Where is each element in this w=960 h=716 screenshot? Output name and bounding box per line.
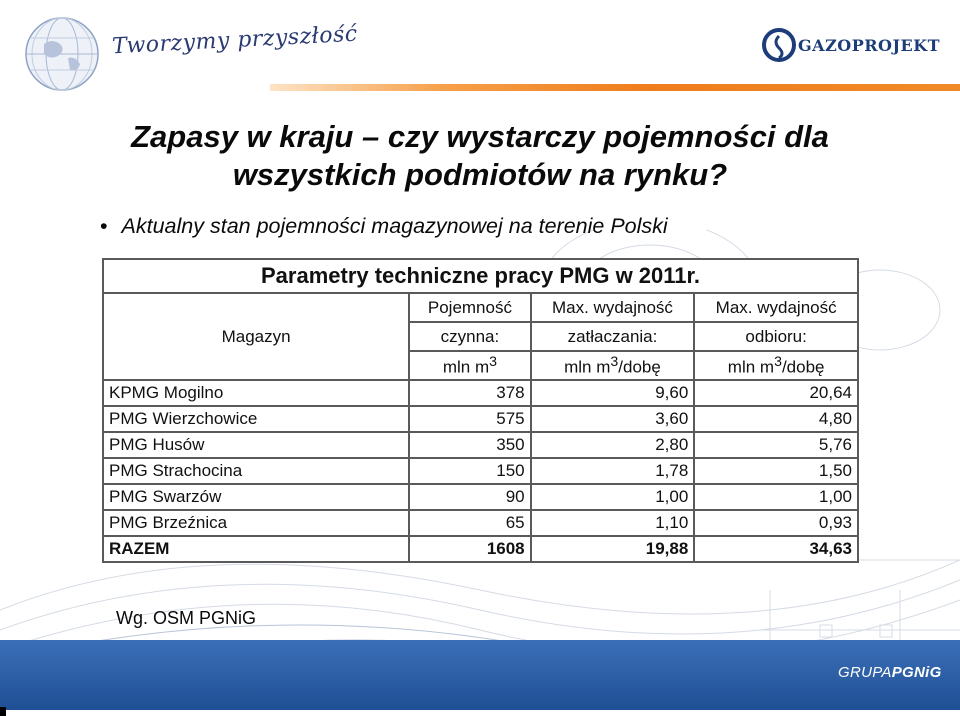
footer-blue-band	[0, 640, 960, 710]
header-capacity-unit: mln m3	[408, 350, 532, 381]
bullet-point: • Aktualny stan pojemności magazynowej na…	[100, 214, 668, 239]
row-capacity: 90	[408, 483, 532, 511]
header-orange-rule	[270, 84, 960, 91]
row-withdrawal: 0,93	[693, 509, 859, 537]
total-injection: 19,88	[529, 535, 696, 563]
total-capacity: 1608	[408, 535, 532, 563]
table-total-row: RAZEM 1608 19,88 34,63	[101, 535, 859, 563]
row-withdrawal: 5,76	[693, 431, 859, 459]
row-name: PMG Husów	[101, 431, 411, 459]
table-row: PMG Husów 350 2,80 5,76	[101, 431, 859, 459]
row-injection: 2,80	[529, 431, 696, 459]
row-name: KPMG Mogilno	[101, 379, 411, 407]
gazoprojekt-logo-text: GAZOPROJEKT	[798, 35, 941, 55]
header-injection-line2: zatłaczania:	[529, 321, 696, 352]
grupa-text: GRUPA	[838, 664, 892, 681]
row-capacity: 65	[408, 509, 532, 537]
row-capacity: 575	[408, 405, 532, 433]
row-capacity: 150	[408, 457, 532, 485]
table-caption: Parametry techniczne pracy PMG w 2011r.	[102, 258, 859, 294]
total-withdrawal: 34,63	[693, 535, 859, 563]
table-row: KPMG Mogilno 378 9,60 20,64	[101, 379, 859, 407]
row-injection: 1,78	[529, 457, 696, 485]
corner-mark	[0, 707, 6, 716]
pmg-parameters-table: Parametry techniczne pracy PMG w 2011r. …	[101, 258, 859, 563]
slide-title: Zapasy w kraju – czy wystarczy pojemnośc…	[0, 118, 960, 194]
row-withdrawal: 20,64	[693, 379, 859, 407]
row-withdrawal: 4,80	[693, 405, 859, 433]
row-injection: 9,60	[529, 379, 696, 407]
header-injection-unit: mln m3/dobę	[529, 350, 696, 381]
row-withdrawal: 1,00	[693, 483, 859, 511]
row-name: PMG Strachocina	[101, 457, 411, 485]
header-capacity-line1: Pojemność	[408, 292, 532, 323]
row-injection: 1,00	[529, 483, 696, 511]
row-capacity: 350	[408, 431, 532, 459]
row-name: PMG Wierzchowice	[101, 405, 411, 433]
row-withdrawal: 1,50	[693, 457, 859, 485]
row-name: PMG Swarzów	[101, 483, 411, 511]
total-name: RAZEM	[101, 535, 411, 563]
slide-title-line-2: wszystkich podmiotów na rynku?	[232, 157, 728, 192]
header-magazyn: Magazyn	[101, 292, 411, 381]
header-injection-line1: Max. wydajność	[529, 292, 696, 323]
table-row: PMG Strachocina 150 1,78 1,50	[101, 457, 859, 485]
bullet-text: Aktualny stan pojemności magazynowej na …	[121, 214, 668, 238]
row-injection: 3,60	[529, 405, 696, 433]
table-row: PMG Wierzchowice 575 3,60 4,80	[101, 405, 859, 433]
table-row: PMG Brzeźnica 65 1,10 0,93	[101, 509, 859, 537]
header-withdrawal-unit: mln m3/dobę	[693, 350, 859, 381]
header-withdrawal-line1: Max. wydajność	[693, 292, 859, 323]
gazoprojekt-mark-icon	[762, 28, 796, 62]
header-withdrawal-line2: odbioru:	[693, 321, 859, 352]
row-capacity: 378	[408, 379, 532, 407]
table-row: PMG Swarzów 90 1,00 1,00	[101, 483, 859, 511]
row-name: PMG Brzeźnica	[101, 509, 411, 537]
source-note: Wg. OSM PGNiG	[116, 608, 257, 628]
row-injection: 1,10	[529, 509, 696, 537]
gazoprojekt-logo: GAZOPROJEKT	[762, 28, 940, 62]
pgnig-text: PGNiG	[891, 664, 942, 681]
bullet-dot-icon: •	[100, 214, 108, 238]
header-capacity-line2: czynna:	[408, 321, 532, 352]
signature-slogan: Tworzymy przyszłość	[111, 21, 359, 60]
slide-title-line-1: Zapasy w kraju – czy wystarczy pojemnośc…	[131, 119, 829, 154]
grupa-pgnig-logo: GRUPAPGNiG	[838, 664, 942, 681]
globe-logo-icon	[25, 17, 99, 91]
